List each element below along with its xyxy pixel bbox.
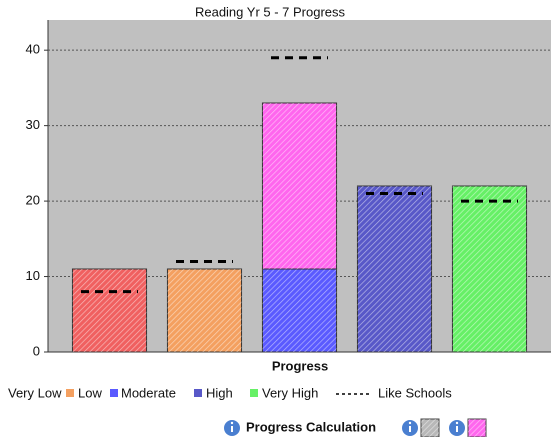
bar-hatch (262, 103, 337, 269)
legend-swatch (110, 389, 118, 397)
y-tick-label: 10 (26, 268, 40, 283)
x-axis-label: Progress (272, 358, 328, 373)
legend-label: Low (78, 385, 102, 400)
info-glyph (455, 421, 459, 425)
legend-swatch (250, 389, 258, 397)
footer: Progress Calculation (224, 418, 487, 437)
legend-swatch (66, 389, 74, 397)
y-tick-label: 30 (26, 117, 40, 132)
y-tick-label: 20 (26, 193, 40, 208)
info-glyph (231, 426, 233, 432)
bar-hatch (72, 269, 147, 352)
hatch-overlay (421, 419, 439, 437)
hatch-overlay (468, 419, 486, 437)
legend-swatch (194, 389, 202, 397)
legend-label: Very Low (8, 385, 62, 400)
bar-hatch (357, 186, 432, 352)
info-glyph (409, 426, 411, 432)
footer-text[interactable]: Progress Calculation (246, 419, 376, 434)
bar-hatch (167, 269, 242, 352)
bar-hatch (452, 186, 527, 352)
y-tick-label: 40 (26, 42, 40, 57)
legend-label: Moderate (121, 385, 176, 400)
info-glyph (456, 426, 458, 432)
legend-label: Like Schools (378, 385, 452, 400)
info-glyph (230, 421, 234, 425)
chart-title: Reading Yr 5 - 7 Progress (195, 4, 346, 19)
legend-label: Very High (262, 385, 318, 400)
legend-label: High (206, 385, 233, 400)
y-tick-label: 0 (33, 343, 40, 358)
info-glyph (408, 421, 412, 425)
bar-hatch (262, 269, 337, 352)
